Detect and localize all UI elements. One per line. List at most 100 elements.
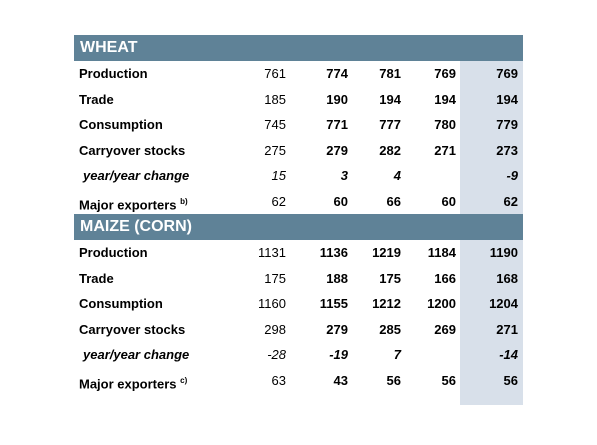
value-cell: 1204 xyxy=(489,296,518,311)
value-cell: 298 xyxy=(264,321,286,337)
value-cell: 761 xyxy=(264,66,286,81)
value-cell: 1190 xyxy=(489,245,518,260)
row-label: year/year change xyxy=(83,342,189,368)
row-label-text: Trade xyxy=(79,270,114,286)
value-cell: 271 xyxy=(496,321,518,337)
row-label: Trade xyxy=(79,266,114,292)
table-row: Carryover stocks 298 279 285 269 271 xyxy=(74,317,523,343)
value-cell: 781 xyxy=(379,66,401,81)
value-cell: 194 xyxy=(379,91,401,107)
value-cell: 43 xyxy=(333,372,348,388)
value-cell: 1200 xyxy=(427,296,456,311)
value-cell: 66 xyxy=(386,193,401,209)
value-cell: 4 xyxy=(393,168,401,183)
value-cell: -14 xyxy=(499,347,518,362)
value-cell: 769 xyxy=(434,66,456,81)
row-label-text: Consumption xyxy=(79,296,163,311)
value-cell: 56 xyxy=(503,372,518,388)
value-cell: 194 xyxy=(496,91,518,107)
row-label-text: Trade xyxy=(79,91,114,107)
value-cell: 63 xyxy=(271,372,286,388)
table-row: Production 761 774 781 769 769 xyxy=(74,61,523,87)
value-cell: 275 xyxy=(264,142,286,158)
table-body: WHEAT Production 761 774 781 769 769 Trade 185 19… xyxy=(74,35,523,393)
value-cell: 769 xyxy=(496,66,518,81)
row-label: year/year change xyxy=(83,163,189,189)
row-label: Production xyxy=(79,240,148,266)
row-label: Carryover stocks xyxy=(79,138,185,164)
value-cell: 777 xyxy=(379,117,401,132)
value-cell: 194 xyxy=(434,91,456,107)
value-cell: 62 xyxy=(271,193,286,209)
section-header: MAIZE (CORN) xyxy=(74,214,523,240)
row-label-text: Consumption xyxy=(79,117,163,132)
table-row: Major exporters c) 63 43 56 56 56 xyxy=(74,368,523,394)
row-label: Consumption xyxy=(79,112,163,138)
value-cell: 1131 xyxy=(258,245,286,260)
value-cell: 166 xyxy=(434,270,456,286)
row-label-text: Production xyxy=(79,245,148,260)
value-cell: 1219 xyxy=(372,245,401,260)
row-label: Major exporters b) xyxy=(79,189,188,218)
value-cell: 279 xyxy=(326,321,348,337)
value-cell: 1160 xyxy=(258,296,286,311)
table-row: Consumption 1160 1155 1212 1200 1204 xyxy=(74,291,523,317)
table-row: Production 1131 1136 1219 1184 1190 xyxy=(74,240,523,266)
value-cell: 60 xyxy=(441,193,456,209)
value-cell: 774 xyxy=(326,66,348,81)
table-row: year/year change 15 3 4 -9 xyxy=(74,163,523,189)
commodity-balance-table: WHEAT Production 761 774 781 769 769 Trade 185 19… xyxy=(74,35,523,405)
value-cell: 56 xyxy=(441,372,456,388)
footnote-marker: c) xyxy=(180,375,188,385)
row-label: Carryover stocks xyxy=(79,317,185,343)
value-cell: 745 xyxy=(264,117,286,132)
footnote-marker: b) xyxy=(180,196,188,206)
value-cell: 780 xyxy=(434,117,456,132)
value-cell: 175 xyxy=(264,270,286,286)
table-row: Major exporters b) 62 60 66 60 62 xyxy=(74,189,523,215)
row-label-text: Carryover stocks xyxy=(79,142,186,158)
value-cell: -28 xyxy=(267,347,286,362)
row-label-text: Carryover stocks xyxy=(79,321,186,337)
table-row: Trade 185 190 194 194 194 xyxy=(74,87,523,113)
value-cell: 269 xyxy=(434,321,456,337)
value-cell: -19 xyxy=(329,347,348,362)
value-cell: 1184 xyxy=(427,245,456,260)
value-cell: 15 xyxy=(271,168,286,183)
table-row: Trade 175 188 175 166 168 xyxy=(74,266,523,292)
value-cell: 62 xyxy=(503,193,518,209)
value-cell: 7 xyxy=(393,347,401,362)
row-label: Major exporters c) xyxy=(79,368,187,397)
value-cell: -9 xyxy=(506,168,518,183)
value-cell: 56 xyxy=(386,372,401,388)
value-cell: 190 xyxy=(326,91,348,107)
value-cell: 271 xyxy=(434,142,456,158)
row-label: Trade xyxy=(79,87,114,113)
row-label-text: year/year change xyxy=(83,168,190,183)
value-cell: 60 xyxy=(333,193,348,209)
value-cell: 188 xyxy=(326,270,348,286)
value-cell: 1212 xyxy=(372,296,401,311)
row-label: Production xyxy=(79,61,148,87)
value-cell: 771 xyxy=(326,117,348,132)
value-cell: 279 xyxy=(326,142,348,158)
row-label-text: year/year change xyxy=(83,347,190,362)
value-cell: 168 xyxy=(496,270,518,286)
row-label-text: Major exporters xyxy=(79,375,177,391)
table-row: Carryover stocks 275 279 282 271 273 xyxy=(74,138,523,164)
value-cell: 185 xyxy=(264,91,286,107)
value-cell: 1136 xyxy=(319,245,348,260)
value-cell: 779 xyxy=(496,117,518,132)
table-row: year/year change -28 -19 7 -14 xyxy=(74,342,523,368)
value-cell: 285 xyxy=(379,321,401,337)
row-label-text: Production xyxy=(79,66,148,81)
value-cell: 3 xyxy=(340,168,348,183)
value-cell: 273 xyxy=(496,142,518,158)
row-label: Consumption xyxy=(79,291,163,317)
row-label-text: Major exporters xyxy=(79,196,177,212)
value-cell: 1155 xyxy=(319,296,348,311)
value-cell: 175 xyxy=(379,270,401,286)
section-header: WHEAT xyxy=(74,35,523,61)
value-cell: 282 xyxy=(379,142,401,158)
table-row: Consumption 745 771 777 780 779 xyxy=(74,112,523,138)
